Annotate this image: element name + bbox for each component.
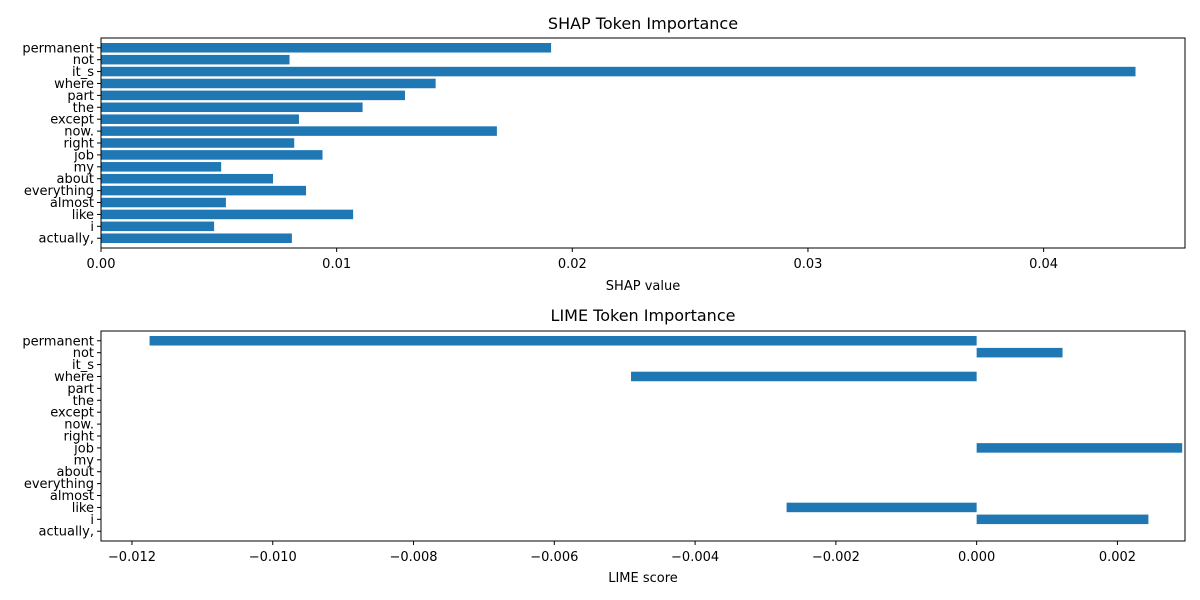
shap-y-tick-label: where (54, 77, 94, 92)
shap-y-tick-label: now. (64, 125, 94, 140)
lime-x-tick-label: 0.002 (1099, 550, 1136, 565)
lime-bar (631, 371, 977, 382)
lime-y-tick-label: the (73, 394, 94, 409)
shap-y-tick-label: it_s (72, 65, 94, 80)
lime-y-tick-label: right (63, 430, 94, 445)
lime-x-tick-label: −0.008 (389, 550, 437, 565)
lime-bar (976, 443, 1183, 453)
shap-y-tick-label: my (74, 160, 95, 175)
lime-bar (976, 347, 1063, 358)
shap-bar (101, 102, 363, 113)
lime-x-tick-label: −0.004 (671, 550, 719, 565)
lime-bar (149, 336, 977, 346)
lime-y-tick-label: not (73, 346, 94, 361)
lime-y-tick-label: except (50, 406, 94, 421)
shap-x-tick-label: 0.04 (1029, 257, 1058, 272)
lime-y-tick-label: now. (64, 418, 94, 433)
lime-x-tick-label: −0.002 (812, 550, 860, 565)
shap-bar (101, 90, 405, 101)
lime-x-tick-label: −0.006 (530, 550, 578, 565)
lime-bars (149, 336, 1183, 525)
lime-y-tick-label: it_s (72, 358, 94, 373)
lime-y-tick-label: almost (50, 489, 94, 504)
shap-x-tick-label: 0.02 (558, 257, 587, 272)
shap-y-tick-label: right (63, 137, 94, 152)
shap-bar (101, 162, 222, 172)
shap-bar (101, 173, 274, 184)
lime-y-tick-label: my (74, 453, 95, 468)
shap-x-tick-label: 0.01 (322, 257, 351, 272)
shap-bar (101, 43, 552, 53)
shap-bar (101, 78, 436, 89)
lime-y-tick-label: i (90, 513, 94, 528)
lime-y-tick-label: part (67, 382, 94, 397)
lime-x-tick-label: 0.000 (958, 550, 995, 565)
lime-y-tick-label: permanent (22, 334, 94, 349)
shap-bar (101, 138, 295, 148)
lime-x-tick-label: −0.012 (108, 550, 156, 565)
shap-chart: SHAP Token Importance SHAP value permane… (22, 14, 1186, 294)
shap-bar (101, 233, 292, 243)
lime-y-tick-label: actually, (39, 525, 94, 540)
lime-chart-title: LIME Token Importance (551, 306, 736, 325)
shap-bar (101, 54, 290, 65)
shap-bar (101, 185, 307, 196)
lime-axis-ticks: permanentnotit_swhereparttheexceptnow.ri… (22, 334, 1136, 565)
shap-axis-ticks: permanentnotit_swhereparttheexceptnow.ri… (22, 41, 1058, 272)
shap-x-tick-label: 0.00 (87, 257, 116, 272)
lime-y-tick-label: where (54, 370, 94, 385)
shap-y-tick-label: part (67, 89, 94, 104)
shap-y-tick-label: i (90, 220, 94, 235)
lime-plot-frame (100, 330, 1186, 542)
shap-y-tick-label: everything (24, 184, 94, 199)
shap-y-tick-label: permanent (22, 41, 94, 56)
lime-y-tick-label: about (56, 465, 94, 480)
shap-x-axis-label: SHAP value (606, 279, 680, 294)
lime-x-axis-label: LIME score (608, 571, 678, 586)
lime-bar (786, 502, 977, 513)
shap-y-tick-label: the (73, 101, 94, 116)
shap-y-tick-label: actually, (39, 232, 94, 247)
shap-y-tick-label: like (72, 208, 94, 223)
shap-bar (101, 197, 226, 208)
shap-x-tick-label: 0.03 (793, 257, 822, 272)
shap-bars (101, 43, 1136, 243)
shap-chart-title: SHAP Token Importance (548, 14, 738, 33)
lime-chart: LIME Token Importance LIME score permane… (22, 306, 1186, 586)
shap-bar (101, 150, 323, 160)
shap-bar (101, 221, 215, 232)
shap-bar (101, 209, 354, 220)
shap-plot-frame (100, 37, 1186, 249)
lime-y-tick-label: like (72, 501, 94, 516)
lime-x-tick-label: −0.010 (249, 550, 297, 565)
shap-y-tick-label: not (73, 53, 94, 68)
shap-y-tick-label: about (56, 172, 94, 187)
lime-bar (976, 514, 1149, 525)
shap-bar (101, 66, 1136, 77)
shap-y-tick-label: job (73, 148, 94, 163)
lime-y-tick-label: job (73, 441, 94, 456)
lime-y-tick-label: everything (24, 477, 94, 492)
shap-bar (101, 114, 299, 124)
shap-y-tick-label: almost (50, 196, 94, 211)
shap-bar (101, 126, 497, 136)
shap-y-tick-label: except (50, 113, 94, 128)
